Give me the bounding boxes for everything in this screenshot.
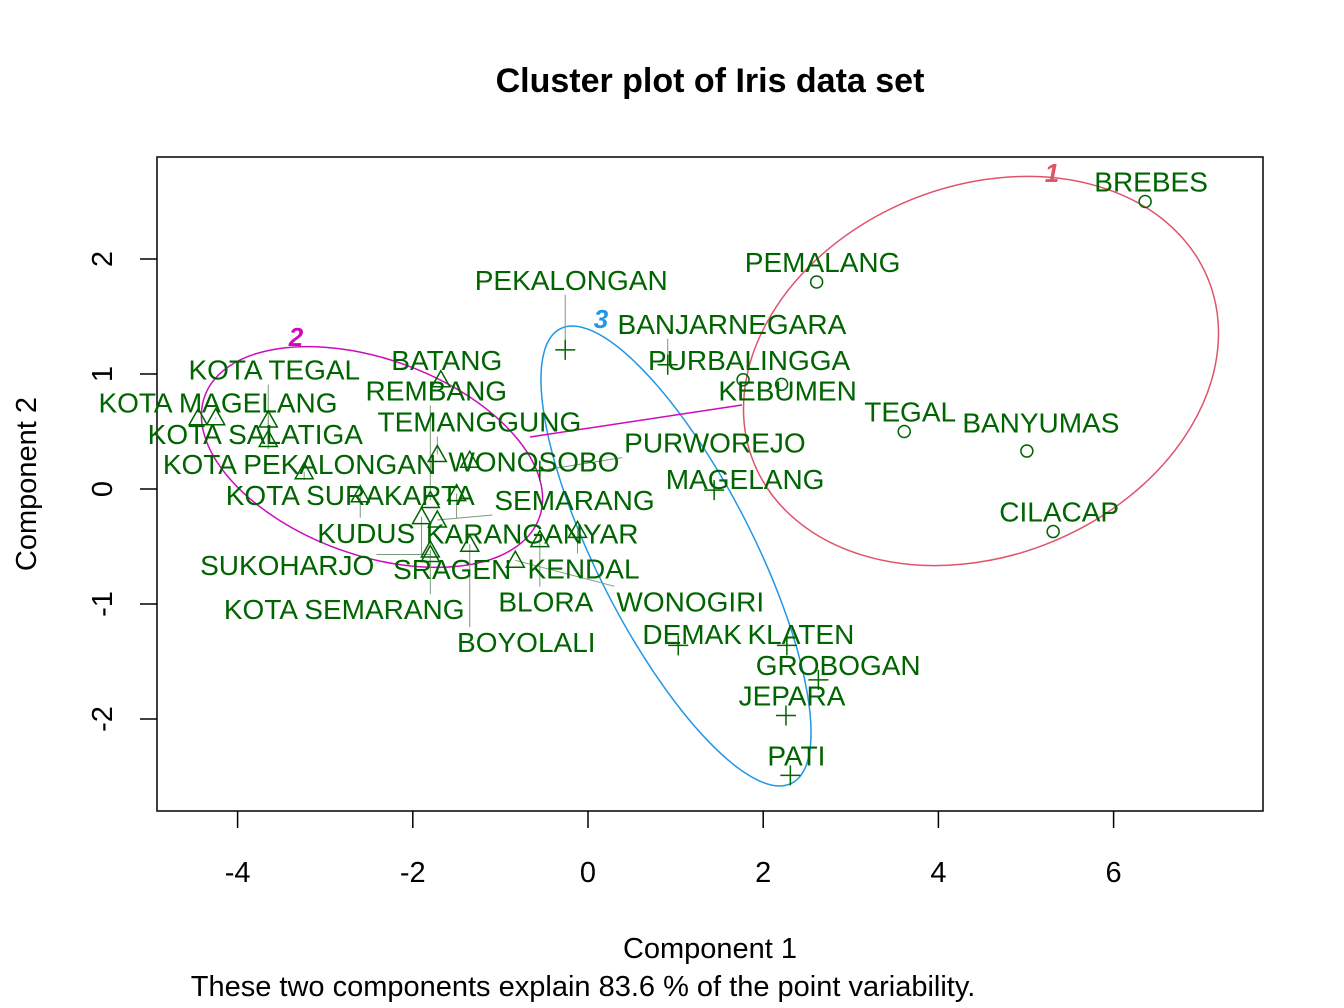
point-label: BANJARNEGARA <box>618 309 847 340</box>
point-label: DEMAK <box>642 619 742 650</box>
point-marker-circle <box>1046 524 1060 539</box>
point-marker-circle <box>897 424 911 439</box>
x-tick-label: 4 <box>930 857 946 889</box>
cluster-3-label: 3 <box>594 304 609 334</box>
point-label: PEMALANG <box>745 247 901 278</box>
y-tick-label: 0 <box>87 481 119 497</box>
point-marker-triangle <box>427 443 448 463</box>
point-label: BREBES <box>1094 167 1208 198</box>
point-marker-plus <box>775 705 796 726</box>
point-marker-circle <box>736 373 750 387</box>
label-leader-line <box>515 559 615 587</box>
point-label: BANYUMAS <box>962 407 1119 438</box>
x-tick-label: 2 <box>755 857 771 889</box>
chart-title: Cluster plot of Iris data set <box>496 62 925 100</box>
point-marker-triangle <box>420 539 441 558</box>
point-marker-plus <box>776 635 797 656</box>
point-label: WONOGIRI <box>616 586 764 617</box>
cluster-1-label: 1 <box>1045 158 1059 188</box>
subtitle: These two components explain 83.6 % of t… <box>191 971 976 1003</box>
point-label: SRAGEN <box>393 554 511 585</box>
plot-frame <box>156 156 1264 812</box>
point-marker-triangle <box>459 449 481 468</box>
point-label: KEBUMEN <box>718 375 856 406</box>
point-label: REMBANG <box>366 376 508 407</box>
cluster-2-1-connector <box>529 404 743 438</box>
point-marker-triangle <box>205 407 226 426</box>
point-marker-plus <box>668 635 689 656</box>
point-label: BOYOLALI <box>457 627 596 658</box>
cluster-2-ellipse <box>200 345 544 569</box>
point-label: KOTA MAGELANG <box>98 388 337 419</box>
point-marker-triangle <box>505 549 526 569</box>
label-leader-line <box>539 457 623 472</box>
point-label: TEMANGGUNG <box>378 407 582 438</box>
point-label: CILACAP <box>999 497 1119 528</box>
point-marker-circle <box>1020 444 1034 458</box>
y-tick-label: 2 <box>87 251 119 267</box>
point-marker-triangle <box>529 529 551 548</box>
x-tick-label: -4 <box>225 857 251 889</box>
label-leader-line <box>437 514 493 521</box>
point-label: GROBOGAN <box>756 650 921 681</box>
point-marker-circle <box>809 275 824 289</box>
point-marker-plus <box>780 765 801 786</box>
point-label: SEMARANG <box>494 485 654 516</box>
x-tick-label: 0 <box>580 857 596 889</box>
point-marker-triangle <box>420 544 441 563</box>
point-label: SUKOHARJO <box>200 550 374 581</box>
point-marker-circle <box>774 377 789 392</box>
point-label: KUDUS <box>317 518 415 549</box>
cluster-1-ellipse <box>742 175 1220 567</box>
point-marker-plus <box>529 460 550 481</box>
point-marker-triangle <box>430 369 452 388</box>
point-marker-triangle <box>257 409 279 428</box>
point-label: JEPARA <box>739 681 846 712</box>
point-label: KOTA PEKALONGAN <box>163 449 436 480</box>
point-marker-triangle <box>446 483 467 502</box>
y-axis-label: Component 2 <box>11 397 43 571</box>
x-tick-label: -2 <box>400 857 426 889</box>
point-marker-plus <box>704 480 725 501</box>
y-tick-label: 1 <box>87 366 119 382</box>
point-label: KENDAL <box>527 553 639 584</box>
point-label: KOTA SALATIGA <box>148 419 364 450</box>
point-label: PURWOREJO <box>624 428 806 459</box>
cluster-2-label: 2 <box>288 322 304 352</box>
y-tick-label: -2 <box>87 706 119 732</box>
point-marker-plus <box>657 354 678 375</box>
point-marker-plus <box>555 339 576 360</box>
point-label: KOTA TEGAL <box>188 355 360 386</box>
point-marker-triangle <box>411 506 432 525</box>
point-label: KOTA SEMARANG <box>224 594 465 625</box>
point-marker-triangle <box>420 489 441 509</box>
point-label: PEKALONGAN <box>475 265 668 296</box>
point-label: WONOSOBO <box>448 446 619 477</box>
point-marker-circle <box>1138 194 1152 209</box>
point-marker-triangle <box>187 407 209 426</box>
point-label: MAGELANG <box>666 464 825 495</box>
point-label: KOTA SURAKARTA <box>226 480 475 511</box>
point-marker-plus <box>808 669 829 690</box>
point-label: KARANGANYAR <box>426 519 639 550</box>
x-tick-label: 6 <box>1106 857 1122 889</box>
point-label: PURBALINGGA <box>648 345 851 376</box>
cluster-3-ellipse <box>540 325 812 787</box>
point-marker-triangle <box>293 461 315 480</box>
point-label: TEGAL <box>864 397 956 428</box>
y-tick-label: -1 <box>87 591 119 617</box>
point-label: PATI <box>767 740 825 771</box>
point-label: KLATEN <box>747 619 854 650</box>
point-label: BATANG <box>391 345 502 376</box>
point-marker-triangle <box>427 509 448 528</box>
x-axis-label: Component 1 <box>623 933 797 965</box>
point-marker-triangle <box>349 484 371 503</box>
point-marker-triangle <box>257 429 279 448</box>
point-marker-triangle <box>567 519 588 539</box>
point-label: BLORA <box>498 587 593 618</box>
point-marker-triangle <box>459 533 481 552</box>
